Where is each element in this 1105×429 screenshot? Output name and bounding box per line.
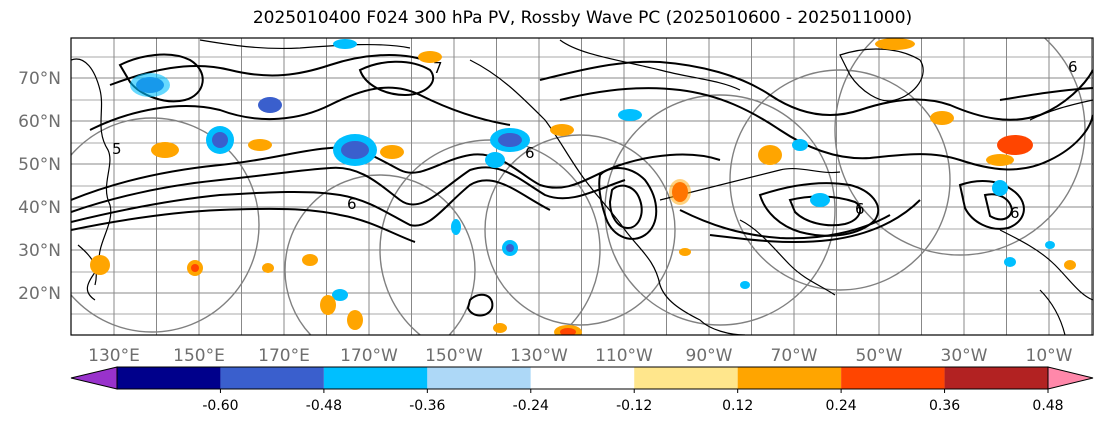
colorbar-tick-label: 0.48 [1032, 398, 1063, 414]
colorbar-extend-max [1047, 366, 1094, 390]
contour-labels: 7 6 5 6 6 6 6 [112, 58, 1078, 222]
lat-label: 60°N [18, 112, 61, 132]
colorbar-segment [944, 367, 1048, 389]
lat-label: 50°N [18, 155, 61, 175]
lon-label: 150°E [173, 346, 225, 366]
colorbar-segment [220, 367, 324, 389]
longitude-labels: 130°E 150°E 170°E 170°W 150°W 130°W 110°W 90°W 7… [88, 346, 1073, 366]
lon-label: 130°E [88, 346, 140, 366]
lat-label: 20°N [18, 284, 61, 304]
lat-label: 30°N [18, 241, 61, 261]
colorbar-tick-label: -0.12 [616, 398, 652, 414]
map-title: 2025010400 F024 300 hPa PV, Rossby Wave … [252, 8, 913, 28]
lat-label: 70°N [18, 69, 61, 89]
contour-label: 5 [112, 140, 122, 158]
lon-label: 170°E [258, 346, 310, 366]
contour-label: 6 [1068, 58, 1078, 76]
colorbar-segment [117, 367, 221, 389]
contour-label: 7 [433, 59, 443, 77]
map-frame [70, 37, 1094, 336]
lon-label: 170°W [340, 346, 398, 366]
contour-label: 6 [525, 144, 535, 162]
pv-contours [71, 53, 1093, 317]
lon-label: 150°W [425, 346, 483, 366]
latitude-labels: 70°N 60°N 50°N 40°N 30°N 20°N [18, 69, 61, 304]
colorbar-tick-label: -0.24 [513, 398, 549, 414]
colorbar: -0.60 -0.48 -0.36 -0.24 -0.12 0.12 0.24 0.36 0.4… [70, 366, 1094, 414]
lon-label: 110°W [595, 346, 653, 366]
contour-label: 6 [855, 200, 865, 218]
contour-label: 6 [347, 195, 357, 213]
lon-label: 30°W [941, 346, 988, 366]
lat-label: 40°N [18, 198, 61, 218]
contour-label: 6 [1010, 204, 1020, 222]
colorbar-segment [530, 367, 635, 389]
colorbar-tick-label: 0.24 [826, 398, 857, 414]
rossby-wave-pc-shading [90, 38, 1076, 335]
colorbar-segment [737, 367, 842, 389]
colorbar-segment [634, 367, 738, 389]
lon-label: 130°W [510, 346, 568, 366]
colorbar-tick-label: 0.36 [929, 398, 960, 414]
colorbar-segment [427, 367, 531, 389]
lon-label: 90°W [686, 346, 733, 366]
lon-label: 70°W [771, 346, 818, 366]
colorbar-border [116, 366, 1049, 390]
colorbar-tick-label: -0.36 [409, 398, 445, 414]
colorbar-segment [323, 367, 428, 389]
colorbar-tick-label: -0.48 [306, 398, 342, 414]
colorbar-tick-label: -0.60 [202, 398, 238, 414]
colorbar-extend-min [70, 366, 118, 390]
lon-label: 10°W [1026, 346, 1073, 366]
colorbar-tick-label: 0.12 [722, 398, 753, 414]
colorbar-segment [841, 367, 945, 389]
lon-label: 50°W [856, 346, 903, 366]
